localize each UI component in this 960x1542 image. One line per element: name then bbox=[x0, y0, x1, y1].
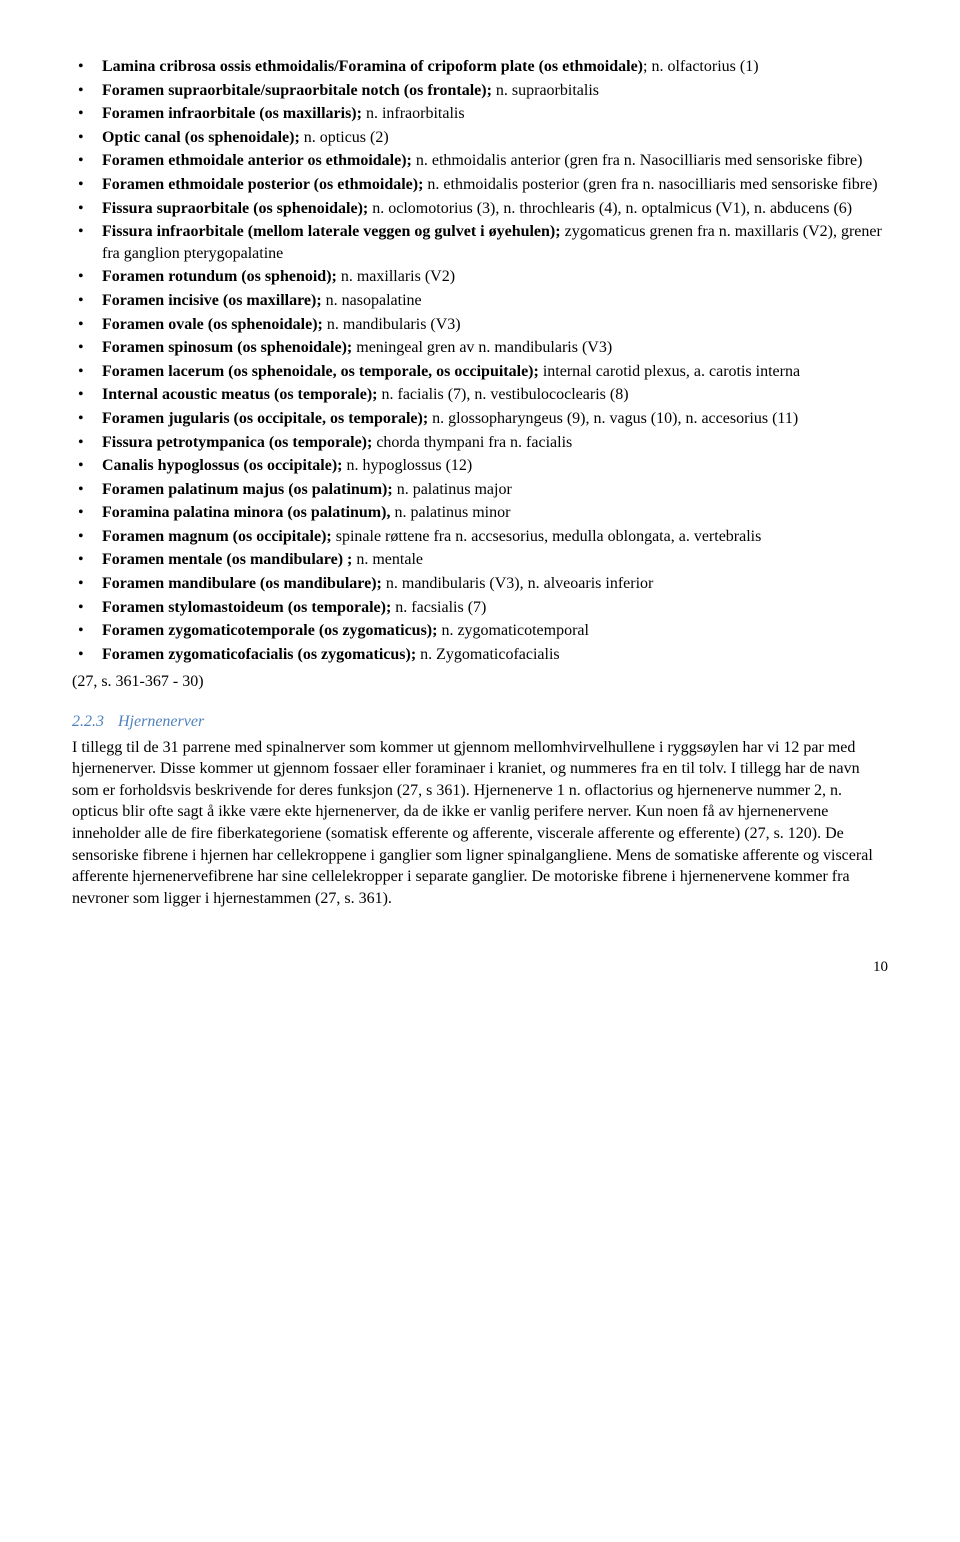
list-item: Optic canal (os sphenoidale); n. opticus… bbox=[72, 127, 888, 149]
list-item: Foramen magnum (os occipitale); spinale … bbox=[72, 526, 888, 548]
list-item: Foramen jugularis (os occipitale, os tem… bbox=[72, 408, 888, 430]
item-bold: Fissura infraorbitale (mellom laterale v… bbox=[102, 223, 561, 240]
list-item: Internal acoustic meatus (os temporale);… bbox=[72, 384, 888, 406]
item-bold: Foramen jugularis (os occipitale, os tem… bbox=[102, 410, 428, 427]
item-plain: n. oclomotorius (3), n. throchlearis (4)… bbox=[368, 200, 852, 217]
item-bold: Foramen infraorbitale (os maxillaris); bbox=[102, 105, 362, 122]
item-plain: n. ethmoidalis anterior (gren fra n. Nas… bbox=[412, 152, 863, 169]
item-plain: n. facialis (7), n. vestibulococlearis (… bbox=[378, 386, 629, 403]
item-bold: Foramen palatinum majus (os palatinum); bbox=[102, 481, 393, 498]
item-bold: Foramen zygomaticofacialis (os zygomatic… bbox=[102, 646, 416, 663]
item-bold: Foramen lacerum (os sphenoidale, os temp… bbox=[102, 363, 539, 380]
body-paragraph: I tillegg til de 31 parrene med spinalne… bbox=[72, 737, 888, 910]
item-plain: meningeal gren av n. mandibularis (V3) bbox=[352, 339, 612, 356]
item-plain: n. infraorbitalis bbox=[362, 105, 465, 122]
list-item: Fissura supraorbitale (os sphenoidale); … bbox=[72, 198, 888, 220]
item-bold: Foramen mandibulare (os mandibulare); bbox=[102, 575, 382, 592]
item-plain: n. Zygomaticofacialis bbox=[416, 646, 560, 663]
list-item: Fissura petrotympanica (os temporale); c… bbox=[72, 432, 888, 454]
item-bold: Fissura petrotympanica (os temporale); bbox=[102, 434, 372, 451]
item-bold: Foramen rotundum (os sphenoid); bbox=[102, 268, 337, 285]
item-bold: Optic canal (os sphenoidale); bbox=[102, 129, 300, 146]
item-plain: n. palatinus minor bbox=[390, 504, 510, 521]
item-bold: Foramen ethmoidale anterior os ethmoidal… bbox=[102, 152, 412, 169]
item-bold: Foramen magnum (os occipitale); bbox=[102, 528, 332, 545]
item-plain: internal carotid plexus, a. carotis inte… bbox=[539, 363, 800, 380]
list-item: Foramen spinosum (os sphenoidale); menin… bbox=[72, 337, 888, 359]
item-plain: n. hypoglossus (12) bbox=[342, 457, 472, 474]
item-plain: n. nasopalatine bbox=[322, 292, 422, 309]
list-item: Foramen ethmoidale anterior os ethmoidal… bbox=[72, 150, 888, 172]
item-plain: spinale røttene fra n. accsesorius, medu… bbox=[332, 528, 762, 545]
item-bold: Foramen ovale (os sphenoidale); bbox=[102, 316, 323, 333]
list-item: Fissura infraorbitale (mellom laterale v… bbox=[72, 221, 888, 264]
item-plain: n. zygomaticotemporal bbox=[437, 622, 589, 639]
list-item: Lamina cribrosa ossis ethmoidalis/Forami… bbox=[72, 56, 888, 78]
list-item: Foramen mentale (os mandibulare) ; n. me… bbox=[72, 549, 888, 571]
foramina-list: Lamina cribrosa ossis ethmoidalis/Forami… bbox=[72, 56, 888, 665]
list-item: Foramen lacerum (os sphenoidale, os temp… bbox=[72, 361, 888, 383]
item-plain: n. opticus (2) bbox=[300, 129, 389, 146]
list-item: Foramina palatina minora (os palatinum),… bbox=[72, 502, 888, 524]
item-bold: Foramen stylomastoideum (os temporale); bbox=[102, 599, 391, 616]
item-plain: n. ethmoidalis posterior (gren fra n. na… bbox=[423, 176, 877, 193]
item-plain: n. mandibularis (V3) bbox=[323, 316, 461, 333]
item-bold: Foramen mentale (os mandibulare) ; bbox=[102, 551, 352, 568]
item-bold: Foramen ethmoidale posterior (os ethmoid… bbox=[102, 176, 423, 193]
item-bold: Canalis hypoglossus (os occipitale); bbox=[102, 457, 342, 474]
item-plain: chorda thympani fra n. facialis bbox=[372, 434, 572, 451]
item-plain: n. maxillaris (V2) bbox=[337, 268, 455, 285]
item-bold: Foramen spinosum (os sphenoidale); bbox=[102, 339, 352, 356]
page-number: 10 bbox=[72, 957, 888, 977]
list-item: Foramen rotundum (os sphenoid); n. maxil… bbox=[72, 266, 888, 288]
section-number: 2.2.3 bbox=[72, 713, 104, 730]
list-item: Foramen incisive (os maxillare); n. naso… bbox=[72, 290, 888, 312]
list-item: Foramen ethmoidale posterior (os ethmoid… bbox=[72, 174, 888, 196]
list-item: Foramen stylomastoideum (os temporale); … bbox=[72, 597, 888, 619]
list-item: Foramen ovale (os sphenoidale); n. mandi… bbox=[72, 314, 888, 336]
item-plain: ; n. olfactorius (1) bbox=[643, 58, 759, 75]
item-bold: Internal acoustic meatus (os temporale); bbox=[102, 386, 378, 403]
list-item: Foramen mandibulare (os mandibulare); n.… bbox=[72, 573, 888, 595]
item-bold: Fissura supraorbitale (os sphenoidale); bbox=[102, 200, 368, 217]
item-plain: n. supraorbitalis bbox=[492, 82, 599, 99]
list-item: Canalis hypoglossus (os occipitale); n. … bbox=[72, 455, 888, 477]
list-item: Foramen supraorbitale/supraorbitale notc… bbox=[72, 80, 888, 102]
item-plain: n. facsialis (7) bbox=[391, 599, 486, 616]
list-item: Foramen palatinum majus (os palatinum); … bbox=[72, 479, 888, 501]
list-item: Foramen zygomaticotemporale (os zygomati… bbox=[72, 620, 888, 642]
item-plain: n. mentale bbox=[352, 551, 423, 568]
item-bold: Foramen incisive (os maxillare); bbox=[102, 292, 322, 309]
section-title: Hjernenerver bbox=[118, 713, 204, 730]
reference-line: (27, s. 361-367 - 30) bbox=[72, 671, 888, 693]
item-bold: Foramina palatina minora (os palatinum), bbox=[102, 504, 390, 521]
list-item: Foramen zygomaticofacialis (os zygomatic… bbox=[72, 644, 888, 666]
item-plain: n. palatinus major bbox=[393, 481, 512, 498]
item-bold: Foramen zygomaticotemporale (os zygomati… bbox=[102, 622, 437, 639]
item-plain: n. glossopharyngeus (9), n. vagus (10), … bbox=[428, 410, 798, 427]
section-heading: 2.2.3 Hjernenerver bbox=[72, 711, 888, 733]
item-plain: n. mandibularis (V3), n. alveoaris infer… bbox=[382, 575, 653, 592]
item-bold: Lamina cribrosa ossis ethmoidalis/Forami… bbox=[102, 58, 643, 75]
item-bold: Foramen supraorbitale/supraorbitale notc… bbox=[102, 82, 492, 99]
list-item: Foramen infraorbitale (os maxillaris); n… bbox=[72, 103, 888, 125]
